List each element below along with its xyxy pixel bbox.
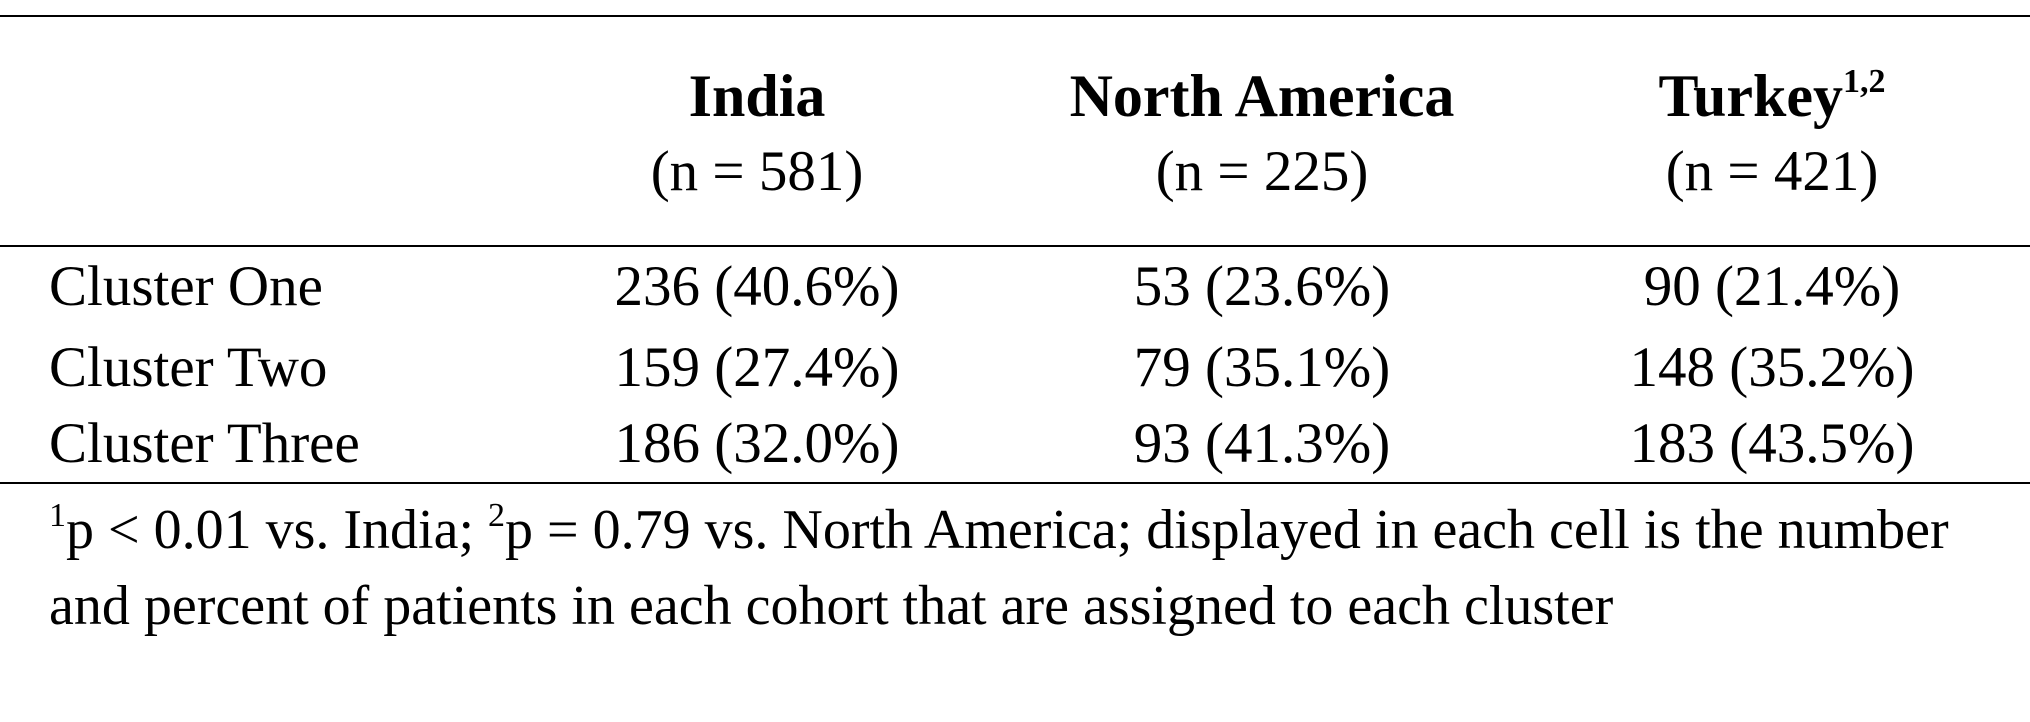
column-name-text: Turkey <box>1658 63 1843 129</box>
column-header: North America (n = 225) <box>1002 58 1522 210</box>
cell-value: 53 (23.6%) <box>1133 255 1391 318</box>
cell-value: 236 (40.6%) <box>614 255 900 318</box>
column-name-text: North America <box>1069 63 1455 129</box>
row-label: Cluster One <box>49 255 323 318</box>
cell-value: 159 (27.4%) <box>614 336 900 399</box>
row-label: Cluster Two <box>49 336 328 399</box>
column-name: Turkey1,2 <box>1512 58 2030 134</box>
column-n: (n = 581) <box>650 140 864 203</box>
column-header: India (n = 581) <box>497 58 1017 210</box>
column-name: North America <box>1002 58 1522 134</box>
column-n: (n = 421) <box>1665 140 1879 203</box>
footnote: 1p < 0.01 vs. India; 2p = 0.79 vs. North… <box>49 492 2024 644</box>
column-name-text: India <box>688 63 826 129</box>
footnote-text: p < 0.01 vs. India; <box>66 499 488 561</box>
header-rule <box>0 245 2030 247</box>
cell-value: 183 (43.5%) <box>1629 412 1915 475</box>
footnote-marker: 2 <box>488 497 505 534</box>
column-n: (n = 225) <box>1155 140 1369 203</box>
footnote-text: p = 0.79 vs. North America; displayed in… <box>49 499 1949 637</box>
footnote-marker: 1 <box>49 497 66 534</box>
column-superscript: 1,2 <box>1843 63 1886 100</box>
cell-value: 186 (32.0%) <box>614 412 900 475</box>
top-rule <box>0 15 2030 17</box>
column-header: Turkey1,2 (n = 421) <box>1512 58 2030 210</box>
cell-value: 79 (35.1%) <box>1133 336 1391 399</box>
cell-value: 93 (41.3%) <box>1133 412 1391 475</box>
row-label: Cluster Three <box>49 412 360 475</box>
cell-value: 148 (35.2%) <box>1629 336 1915 399</box>
body-rule <box>0 482 2030 484</box>
cell-value: 90 (21.4%) <box>1643 255 1901 318</box>
column-name: India <box>497 58 1017 134</box>
